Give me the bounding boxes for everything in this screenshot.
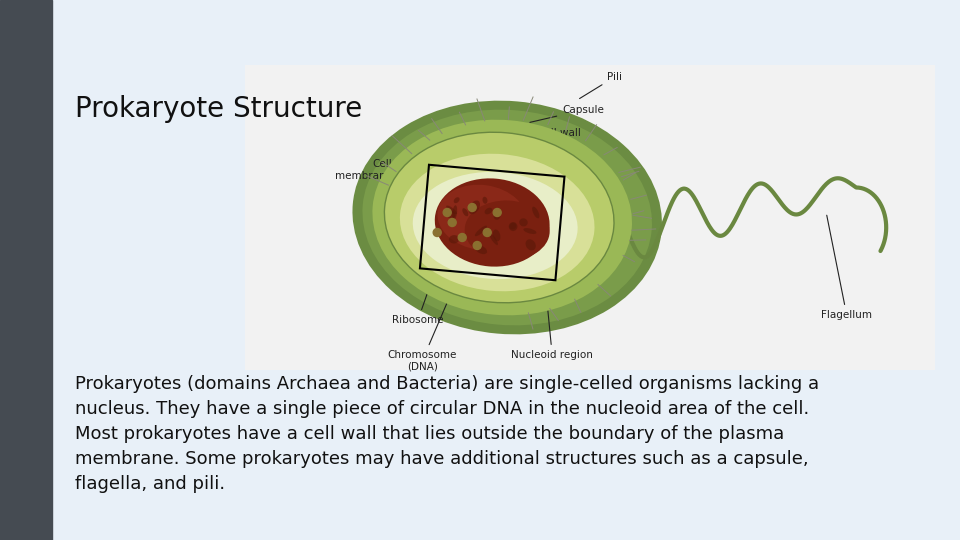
Ellipse shape (438, 185, 527, 250)
Circle shape (473, 241, 481, 249)
Ellipse shape (372, 120, 632, 315)
Ellipse shape (532, 207, 540, 218)
Circle shape (458, 233, 467, 241)
Ellipse shape (400, 154, 594, 291)
Text: Capsule: Capsule (530, 105, 604, 123)
Ellipse shape (452, 205, 457, 220)
Ellipse shape (465, 200, 550, 260)
Circle shape (468, 204, 476, 212)
Ellipse shape (483, 197, 488, 204)
Text: Pili: Pili (580, 72, 622, 98)
Ellipse shape (510, 223, 516, 230)
Ellipse shape (493, 213, 500, 220)
Bar (0, 0, 52, 540)
Ellipse shape (475, 226, 487, 236)
Text: Cell
membrane: Cell membrane (335, 159, 440, 181)
Ellipse shape (485, 208, 492, 214)
Ellipse shape (509, 222, 517, 231)
Ellipse shape (519, 218, 528, 226)
Circle shape (433, 228, 442, 237)
Text: Cell wall: Cell wall (505, 128, 581, 144)
Ellipse shape (447, 211, 456, 219)
Ellipse shape (446, 206, 457, 214)
Bar (245, 65, 935, 370)
Text: Prokaryotes (domains Archaea and Bacteria) are single-celled organisms lacking a: Prokaryotes (domains Archaea and Bacteri… (75, 375, 819, 493)
Ellipse shape (352, 100, 662, 334)
Ellipse shape (489, 233, 498, 245)
Circle shape (444, 208, 451, 217)
Text: Nucleoid region: Nucleoid region (512, 255, 593, 360)
Ellipse shape (525, 239, 536, 251)
Text: Ribosome: Ribosome (393, 225, 451, 325)
Text: Chromosome
(DNA): Chromosome (DNA) (388, 270, 461, 372)
Ellipse shape (475, 245, 487, 254)
Ellipse shape (468, 200, 480, 214)
Circle shape (483, 228, 492, 237)
Circle shape (493, 208, 501, 217)
Ellipse shape (363, 110, 652, 325)
Ellipse shape (492, 230, 500, 241)
Ellipse shape (435, 178, 550, 267)
Ellipse shape (384, 132, 614, 303)
Ellipse shape (454, 197, 460, 203)
Text: Prokaryote Structure: Prokaryote Structure (75, 95, 362, 123)
Ellipse shape (413, 172, 578, 279)
Ellipse shape (463, 208, 468, 217)
Ellipse shape (449, 235, 459, 244)
Circle shape (448, 219, 456, 226)
Ellipse shape (523, 228, 537, 234)
Text: Flagellum: Flagellum (821, 215, 873, 320)
